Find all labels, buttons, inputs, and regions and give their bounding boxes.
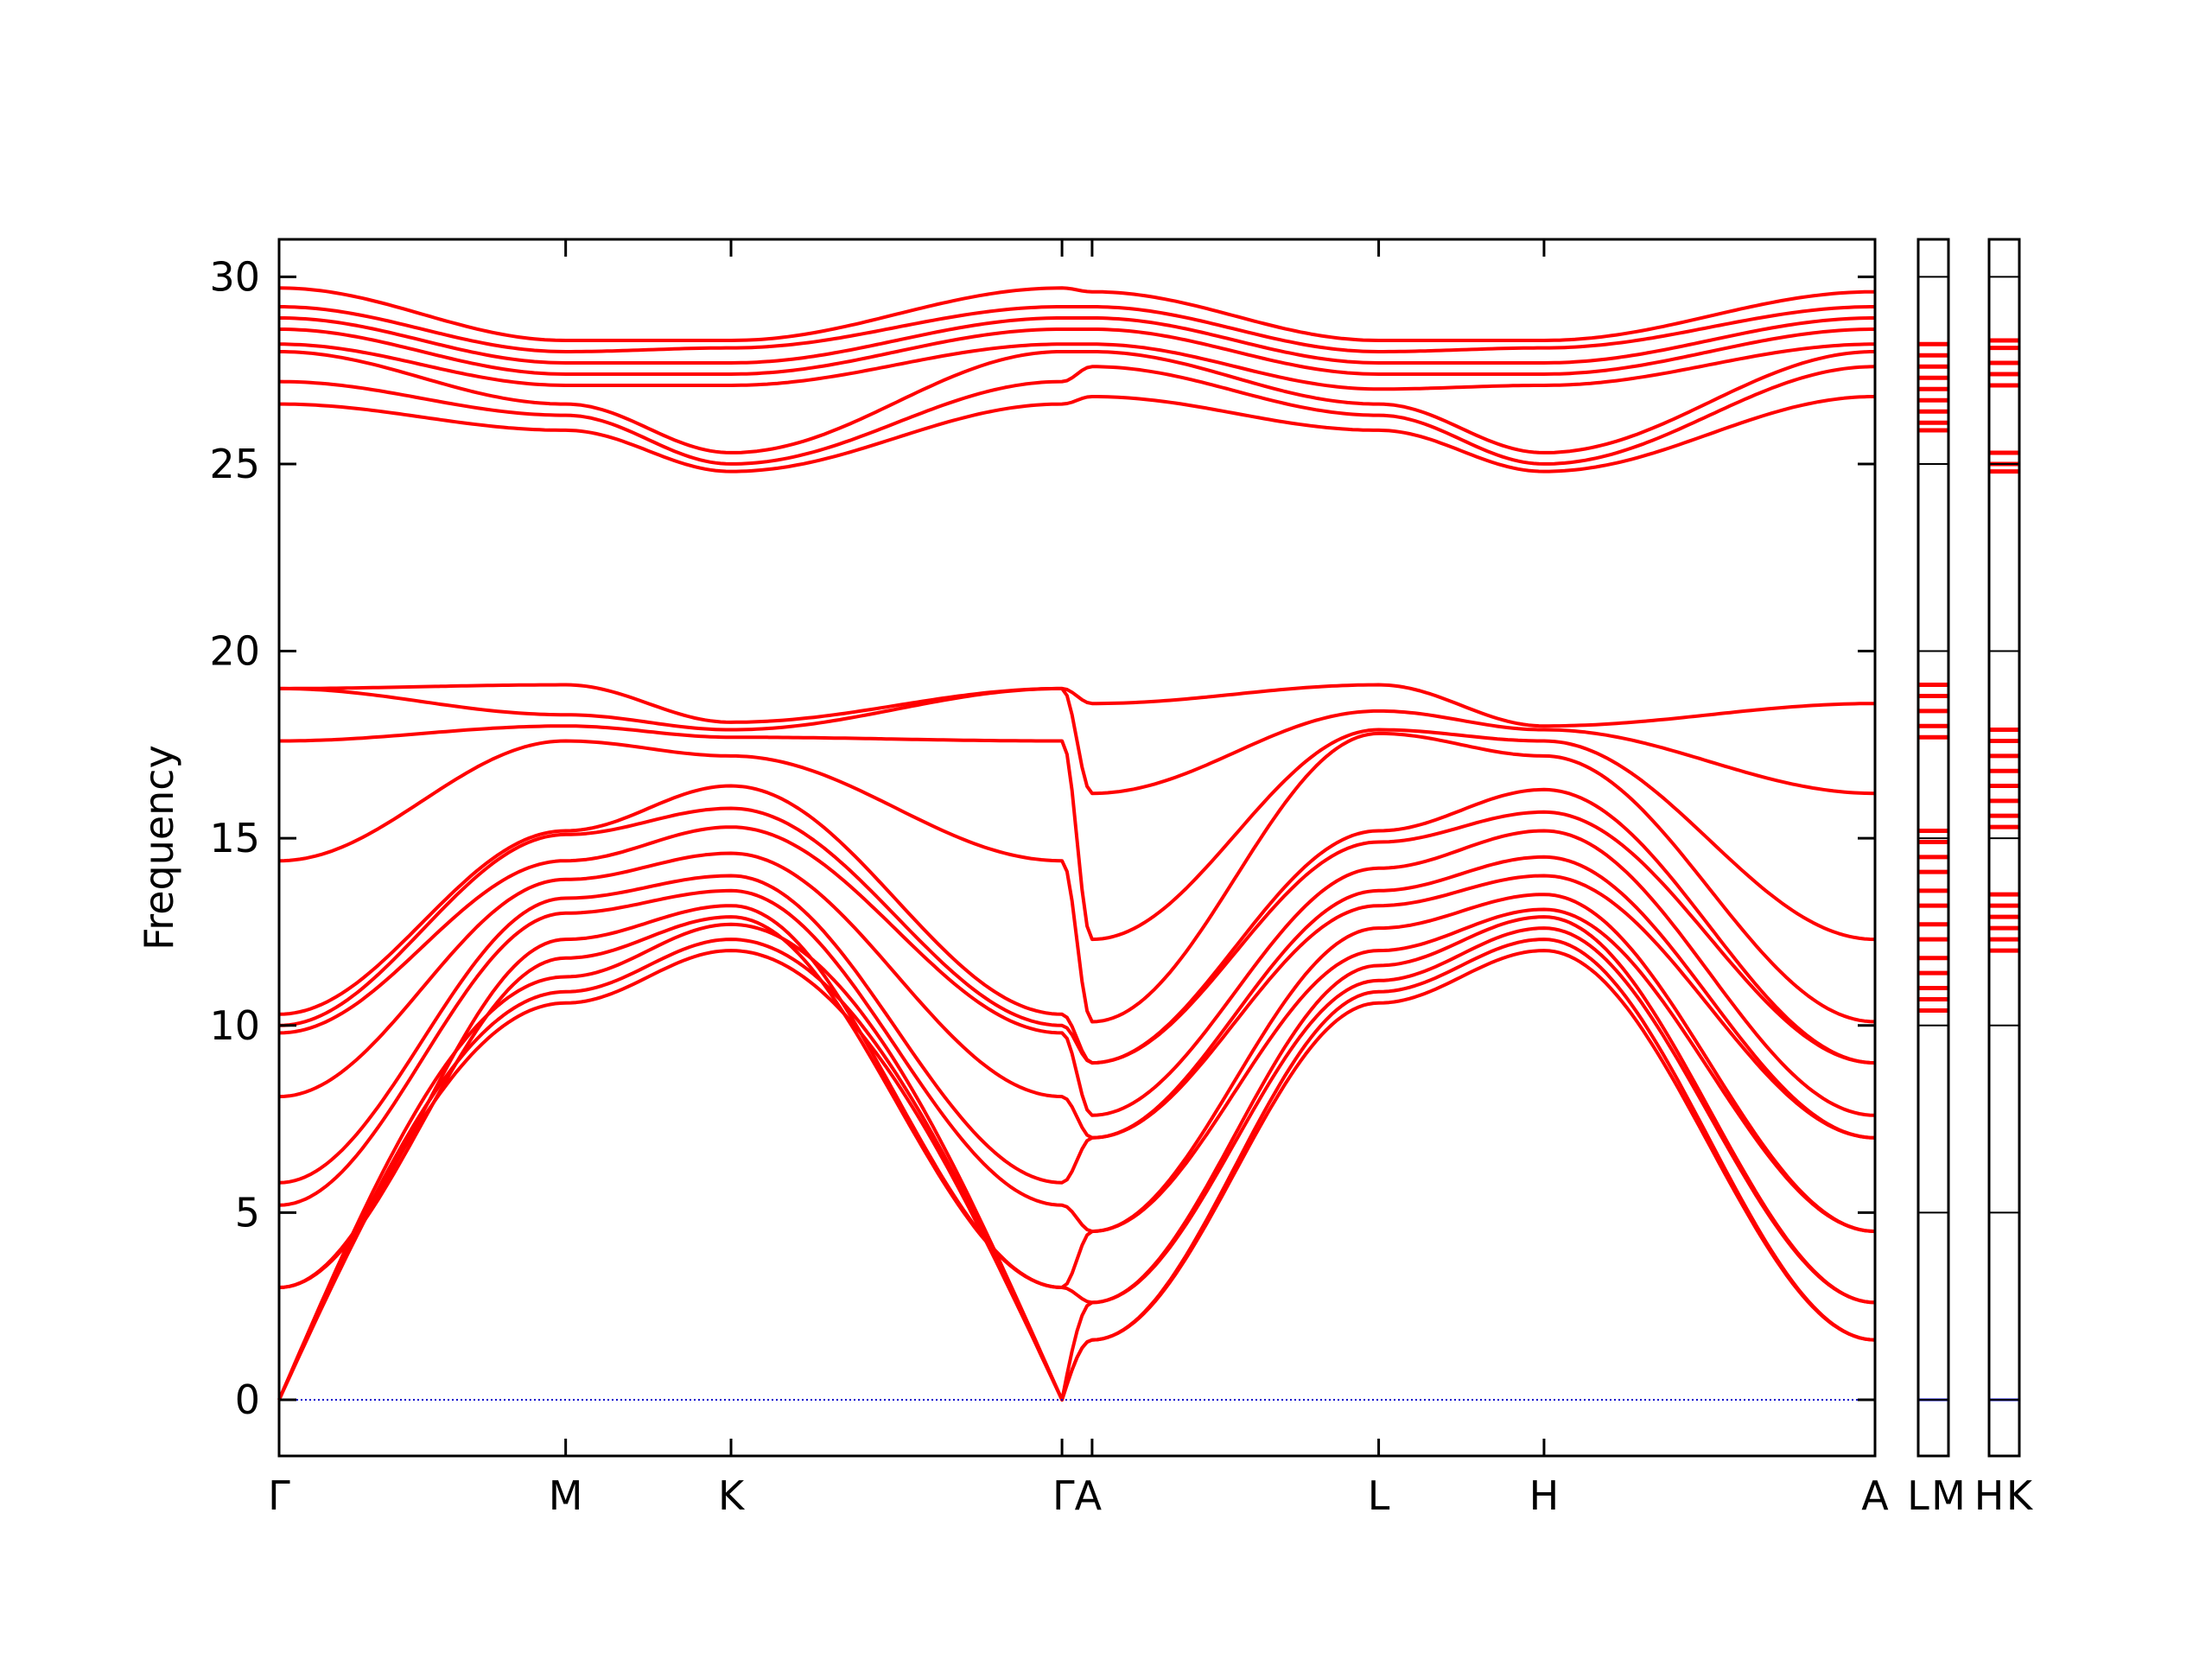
band-4: [278, 915, 1876, 1305]
y-tick-label: 0: [235, 1376, 260, 1423]
band-5: [278, 904, 1876, 1289]
x-tick-label: M: [549, 1472, 583, 1519]
band-22: [279, 305, 1875, 353]
band-10: [278, 806, 1876, 1065]
band-8: [278, 851, 1876, 1140]
y-tick-label: 25: [209, 441, 260, 487]
side-label-left: H: [1974, 1472, 2005, 1519]
band-3: [277, 922, 1876, 1402]
main-plot-frame: [277, 238, 1877, 1458]
band-13: [279, 724, 1876, 942]
y-tick-label: 10: [209, 1002, 260, 1049]
y-tick-label: 5: [235, 1189, 260, 1236]
band-15: [279, 683, 1875, 728]
y-tick-label: 30: [209, 253, 260, 300]
band-2: [277, 938, 1876, 1402]
band-12: [278, 731, 1876, 1024]
band-14: [279, 686, 1876, 796]
side-label-left: L: [1907, 1472, 1929, 1519]
side-panel-frame: [1987, 238, 2021, 1458]
x-tick-label: H: [1529, 1472, 1560, 1519]
band-7: [278, 874, 1876, 1185]
y-tick-labels: 0 5 10 15 20 25 30: [209, 253, 260, 1423]
x-tick-label: L: [1368, 1472, 1390, 1519]
band-11: [278, 784, 1876, 1065]
band-23: [278, 286, 1875, 342]
band-19: [279, 342, 1875, 391]
band-18: [279, 350, 1875, 454]
band-9: [278, 825, 1876, 1117]
band-6: [278, 888, 1876, 1234]
band-lines: [277, 286, 1876, 1402]
y-tick-label: 15: [209, 815, 260, 861]
x-tick-label: A: [1861, 1472, 1889, 1519]
side-label-right: M: [1931, 1472, 1966, 1519]
band-21: [279, 316, 1875, 365]
band-16: [279, 395, 1875, 474]
main-panel: 0 5 10 15 20 25 30 Γ M K ΓA L H A Frequency: [136, 238, 1889, 1519]
band-17: [278, 365, 1876, 466]
y-axis-title: Frequency: [136, 745, 182, 950]
side-panel-frame: [1916, 238, 1950, 1458]
side-label-right: K: [2006, 1472, 2034, 1519]
band-20: [279, 327, 1875, 376]
x-tick-label: ΓA: [1052, 1472, 1103, 1519]
main-tick-marks: [279, 239, 1875, 1456]
x-tick-label: K: [718, 1472, 746, 1519]
y-tick-label: 20: [209, 628, 260, 675]
x-tick-label: Γ: [268, 1472, 290, 1519]
x-tick-labels: Γ M K ΓA L H A: [268, 1472, 1889, 1519]
